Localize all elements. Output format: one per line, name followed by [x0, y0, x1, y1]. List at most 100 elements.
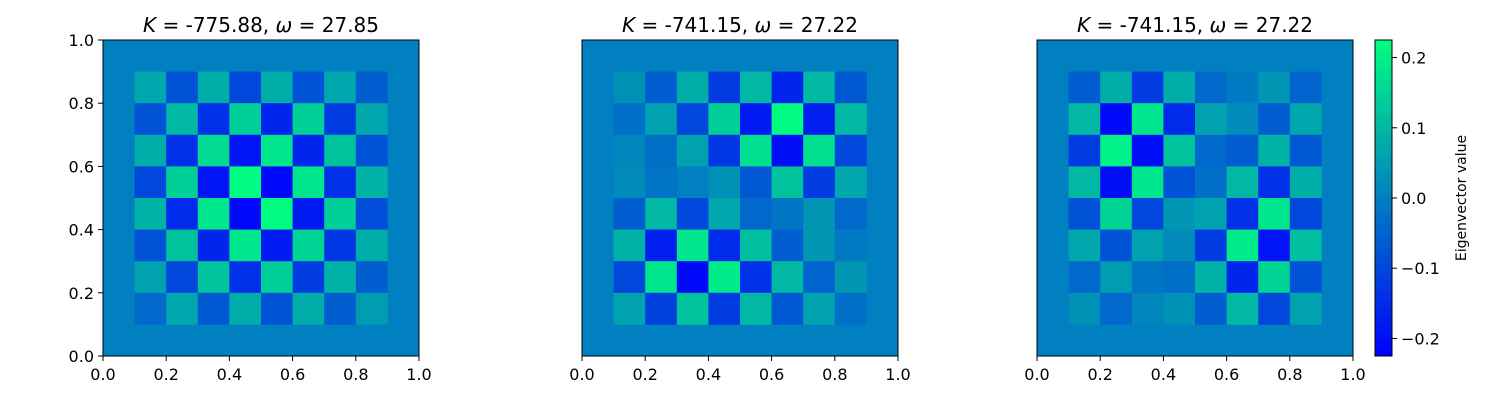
- heatmap-cell: [229, 198, 262, 230]
- heatmap-cell: [740, 261, 772, 294]
- heatmap-cell: [292, 103, 325, 136]
- heatmap-cell: [834, 261, 867, 294]
- heatmap-cell: [261, 292, 293, 325]
- heatmap-cell: [292, 229, 325, 262]
- heatmap-cell: [261, 166, 293, 199]
- heatmap-cell: [324, 166, 357, 199]
- heatmap-cell: [1163, 166, 1196, 199]
- heatmap-cell: [1100, 261, 1133, 294]
- colorbar-label: Eigenvector value: [1454, 135, 1470, 261]
- heatmap-cell: [771, 292, 804, 325]
- heatmap-cell: [771, 71, 804, 104]
- heatmap-cell: [166, 166, 199, 199]
- heatmap-cell: [740, 292, 772, 325]
- heatmap-cell: [1289, 292, 1322, 325]
- heatmap-cell: [229, 292, 262, 325]
- x-tick-label: 0.2: [632, 365, 657, 384]
- heatmap-cell: [1068, 103, 1101, 136]
- heatmap-cell: [166, 198, 199, 230]
- heatmap-cell: [1131, 103, 1164, 136]
- heatmap-cell: [834, 198, 867, 230]
- title-omega-symbol: ω: [276, 13, 293, 37]
- x-tick-label: 0.8: [1277, 365, 1302, 384]
- heatmap-cell: [613, 71, 646, 104]
- title-omega-value: = 27.22: [1226, 13, 1313, 37]
- colorbar-tick-label: 0.1: [1401, 119, 1426, 138]
- y-tick-label: 0.0: [69, 347, 94, 366]
- y-tick-label: 0.6: [69, 157, 94, 176]
- heatmap-cell: [355, 229, 388, 262]
- heatmap-cell: [676, 134, 709, 167]
- heatmap-cell: [1226, 71, 1259, 104]
- heatmap-cell: [166, 261, 199, 294]
- heatmap-cell: [1100, 103, 1133, 136]
- heatmap-panel-1: 0.0 0.2 0.4 0.6 0.8 1.0 0.0 0.2 0.4 0.6 0.8 1.0 K = …: [69, 13, 432, 384]
- panel-title: K = -741.15, ω = 27.22: [1077, 13, 1313, 37]
- heatmap-cell: [197, 229, 230, 262]
- heatmap-cell: [229, 134, 262, 167]
- heatmap-cell: [261, 103, 293, 136]
- heatmap-cell: [1068, 229, 1101, 262]
- heatmap-cell: [1226, 198, 1259, 230]
- heatmap-cell: [708, 166, 741, 199]
- x-tick-label: 1.0: [406, 365, 431, 384]
- heatmap-cell: [355, 134, 388, 167]
- heatmap-cell: [613, 261, 646, 294]
- heatmap-cell: [1258, 292, 1291, 325]
- heatmap-cell: [134, 71, 167, 104]
- heatmap-cell: [324, 103, 357, 136]
- axes-frame: [581, 39, 899, 357]
- heatmap-cell: [1195, 292, 1227, 325]
- heatmap-cell: [740, 229, 772, 262]
- heatmap-cell: [676, 198, 709, 230]
- heatmap-cell: [1226, 134, 1259, 167]
- heatmap-cell: [355, 261, 388, 294]
- heatmap-cell: [708, 71, 741, 104]
- colorbar: −0.2 −0.1 0.0 0.1 0.2 Eigenvector value: [1374, 39, 1470, 357]
- heatmap-cell: [613, 229, 646, 262]
- x-tick-label: 1.0: [1340, 365, 1365, 384]
- heatmap-cell: [1258, 71, 1291, 104]
- heatmap-cell: [166, 229, 199, 262]
- heatmap-cell: [708, 261, 741, 294]
- y-tick-label: 0.8: [69, 94, 94, 113]
- heatmap-cell: [771, 198, 804, 230]
- heatmap-cell: [1258, 261, 1291, 294]
- heatmap-cell: [229, 166, 262, 199]
- heatmap-cell: [229, 103, 262, 136]
- x-tick-label: 0.6: [1214, 365, 1239, 384]
- heatmap-cell: [1226, 229, 1259, 262]
- title-omega-symbol: ω: [1210, 13, 1227, 37]
- heatmap-cell: [1163, 103, 1196, 136]
- heatmap-cell: [645, 198, 678, 230]
- heatmap-cell: [708, 292, 741, 325]
- heatmap-cell: [803, 261, 836, 294]
- heatmap-cell: [1195, 261, 1227, 294]
- heatmap-cell: [740, 134, 772, 167]
- heatmap-cell: [676, 71, 709, 104]
- heatmap-cell: [645, 229, 678, 262]
- heatmap-cell: [1258, 103, 1291, 136]
- heatmap-cell: [134, 166, 167, 199]
- heatmap-cell: [1289, 166, 1322, 199]
- heatmap-cell: [1289, 198, 1322, 230]
- heatmap-cell: [1226, 103, 1259, 136]
- axes-frame: [1036, 39, 1354, 357]
- heatmap-cell: [292, 166, 325, 199]
- heatmap-cell: [166, 71, 199, 104]
- heatmap-cell: [803, 103, 836, 136]
- heatmap-cell: [1100, 292, 1133, 325]
- heatmap-cell: [229, 261, 262, 294]
- heatmap-cell: [645, 71, 678, 104]
- heatmap-cell: [803, 134, 836, 167]
- heatmap-cell: [1289, 261, 1322, 294]
- heatmap-cell: [803, 198, 836, 230]
- title-k-value: = -775.88,: [156, 13, 275, 37]
- heatmap-cell: [771, 229, 804, 262]
- heatmap-cell: [197, 166, 230, 199]
- heatmap-panel-2: 0.0 0.2 0.4 0.6 0.8 1.0 K = -741.15, ω = 27.22: [569, 13, 910, 384]
- heatmap-cell: [1131, 229, 1164, 262]
- heatmap-cell: [292, 134, 325, 167]
- x-tick-label: 0.2: [153, 365, 178, 384]
- heatmap-cell: [1163, 134, 1196, 167]
